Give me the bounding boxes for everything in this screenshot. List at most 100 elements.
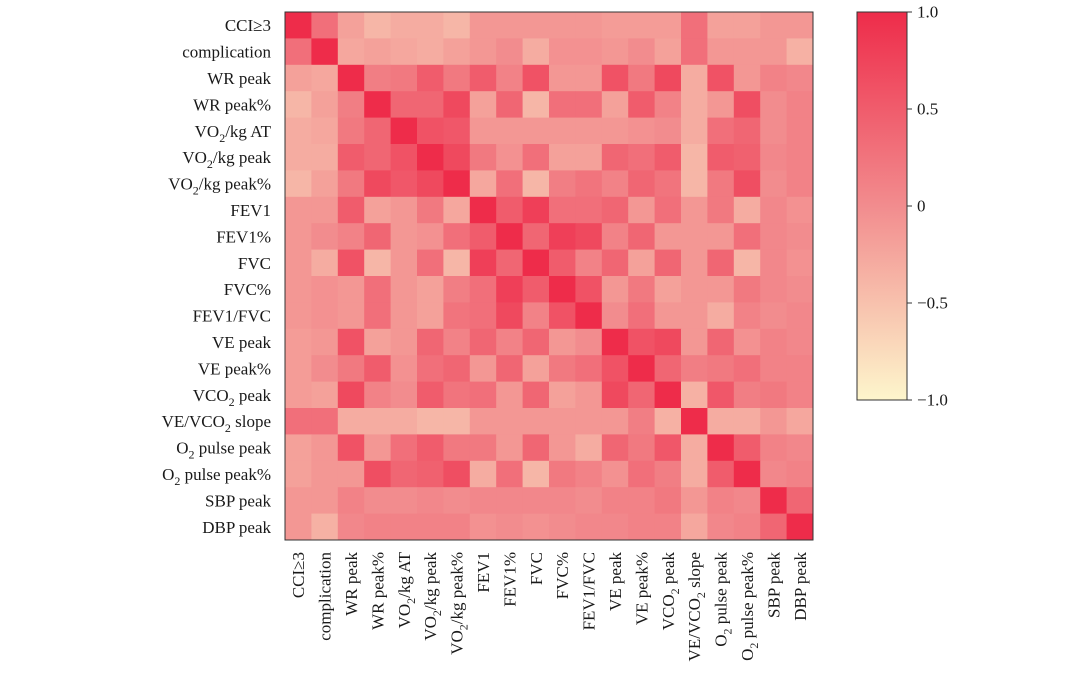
heatmap-cell <box>628 64 655 92</box>
heatmap-cell <box>628 249 655 277</box>
heatmap-cell <box>707 170 735 198</box>
heatmap-cell <box>496 513 523 541</box>
heatmap-cell <box>654 249 682 277</box>
heatmap-cell <box>522 117 550 145</box>
heatmap-cell <box>760 223 787 250</box>
heatmap-cell <box>364 302 391 330</box>
x-tick-label: VO2/kg AT <box>394 551 418 628</box>
heatmap-cell <box>337 276 365 303</box>
heatmap-cell <box>786 487 814 514</box>
heatmap-cell <box>628 487 655 514</box>
heatmap-cell <box>417 328 444 356</box>
heatmap-cell <box>469 513 497 541</box>
heatmap-cell <box>285 196 312 224</box>
heatmap-cell <box>417 355 444 382</box>
heatmap-cell <box>786 408 814 435</box>
heatmap-cell <box>443 302 471 330</box>
heatmap-cell <box>417 91 444 118</box>
heatmap-cell <box>786 328 814 356</box>
heatmap-cell <box>364 38 391 66</box>
x-tick-label: VCO2 peak <box>658 552 682 631</box>
heatmap-cell <box>733 91 761 118</box>
heatmap-cell <box>681 328 708 356</box>
heatmap-cell <box>654 328 682 356</box>
heatmap-cell <box>417 117 444 145</box>
heatmap-cell <box>443 408 471 435</box>
heatmap-cell <box>575 12 603 39</box>
heatmap-cell <box>681 513 708 541</box>
heatmap-cell <box>337 196 365 224</box>
heatmap-cell <box>496 91 523 118</box>
heatmap-cell <box>549 64 576 92</box>
heatmap-cell <box>390 487 418 514</box>
heatmap-cell <box>601 487 629 514</box>
heatmap-cell <box>707 223 735 250</box>
heatmap-cell <box>285 276 312 303</box>
heatmap-cell <box>337 355 365 382</box>
heatmap-cell <box>628 328 655 356</box>
heatmap-cell <box>707 408 735 435</box>
heatmap-cell <box>496 460 523 488</box>
heatmap-cell <box>601 12 629 39</box>
heatmap-cell <box>417 64 444 92</box>
heatmap-cell <box>285 170 312 198</box>
heatmap-cell <box>628 355 655 382</box>
heatmap-cell <box>390 355 418 382</box>
heatmap-cell <box>786 249 814 277</box>
heatmap-cell <box>337 408 365 435</box>
heatmap-cell <box>443 12 471 39</box>
heatmap-cell <box>681 381 708 409</box>
heatmap-cell <box>469 302 497 330</box>
heatmap-cell <box>628 434 655 462</box>
heatmap-cell <box>443 355 471 382</box>
heatmap-cell <box>681 276 708 303</box>
heatmap-cell <box>707 249 735 277</box>
heatmap-cell <box>443 487 471 514</box>
heatmap-cell <box>575 381 603 409</box>
heatmap-cell <box>628 38 655 66</box>
heatmap-cell <box>707 381 735 409</box>
heatmap-cell <box>654 513 682 541</box>
heatmap-cell <box>390 513 418 541</box>
heatmap-cell <box>417 12 444 39</box>
heatmap-cell <box>390 12 418 39</box>
x-tick-label: complication <box>315 552 334 641</box>
heatmap-cell <box>469 355 497 382</box>
heatmap-cell <box>443 38 471 66</box>
heatmap-cell <box>496 170 523 198</box>
heatmap-cell <box>601 328 629 356</box>
heatmap-cell <box>496 249 523 277</box>
heatmap-cell <box>443 170 471 198</box>
heatmap-cell <box>337 460 365 488</box>
y-tick-label: VO2/kg peak% <box>168 174 271 198</box>
heatmap-cell <box>549 38 576 66</box>
heatmap-cell <box>601 91 629 118</box>
heatmap-cell <box>760 460 787 488</box>
heatmap-cell <box>469 460 497 488</box>
heatmap-cell <box>364 249 391 277</box>
heatmap-cell <box>601 170 629 198</box>
heatmap-cell <box>311 144 339 171</box>
y-tick-label: VE peak <box>212 333 272 352</box>
heatmap-cell <box>707 328 735 356</box>
heatmap-cell <box>337 434 365 462</box>
heatmap-cell <box>601 513 629 541</box>
heatmap-cell <box>522 223 550 250</box>
heatmap-cell <box>733 408 761 435</box>
heatmap-cell <box>311 196 339 224</box>
heatmap-cell <box>760 434 787 462</box>
heatmap-cell <box>549 91 576 118</box>
heatmap-cell <box>760 328 787 356</box>
heatmap-cell <box>628 196 655 224</box>
x-tick-label: VO2/kg peak <box>421 552 445 641</box>
heatmap-cell <box>760 64 787 92</box>
heatmap-cell <box>681 170 708 198</box>
heatmap-cell <box>311 64 339 92</box>
heatmap-cell <box>628 513 655 541</box>
heatmap-cell <box>311 460 339 488</box>
x-tick-label: VE peak% <box>632 552 651 625</box>
heatmap-cell <box>575 223 603 250</box>
heatmap-cell <box>311 302 339 330</box>
heatmap-cell <box>549 355 576 382</box>
